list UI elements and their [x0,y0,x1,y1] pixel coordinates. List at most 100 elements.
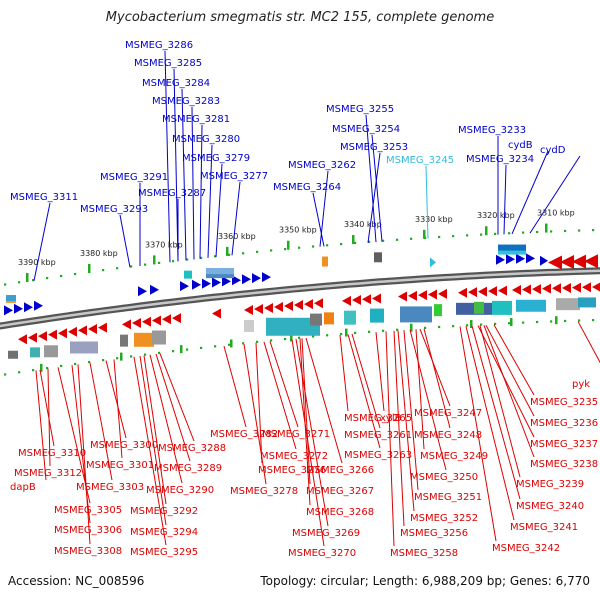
bottom-gene-label[interactable]: MSMEG_3268 [306,507,374,518]
top-label-leader-line [215,163,223,258]
bottom-gene-label[interactable]: MSMEG_3272 [260,451,328,462]
forward-gene-arrow [212,277,221,288]
forward-gene-arrow [506,254,515,265]
top-gene-label[interactable]: MSMEG_3311 [10,192,78,203]
top-label-leader-line [365,114,377,243]
bottom-gene-label[interactable]: MSMEG_3242 [492,543,560,554]
bottom-gene-label[interactable]: MSMEG_3295 [130,547,198,558]
bottom-gene-label[interactable]: MSMEG_3263 [344,450,412,461]
top-gene-label[interactable]: MSMEG_3285 [134,58,202,69]
bottom-gene-label[interactable]: MSMEG_3300 [90,440,158,451]
bottom-gene-label[interactable]: MSMEG_3303 [76,482,144,493]
bottom-gene-label[interactable]: MSMEG_3238 [530,459,598,470]
feature-block-inner [266,317,320,336]
bottom-gene-label[interactable]: MSMEG_3278 [230,486,298,497]
bottom-gene-label[interactable]: MSMEG_3261 [344,430,412,441]
track-dot-outer [368,240,371,243]
top-gene-label[interactable]: MSMEG_3280 [172,134,240,145]
top-gene-label[interactable]: MSMEG_3254 [332,124,400,135]
top-gene-label[interactable]: MSMEG_3234 [466,154,534,165]
track-dot-inner [578,319,581,322]
top-gene-label[interactable]: MSMEG_3277 [200,171,268,182]
bottom-gene-label[interactable]: MSMEG_3267 [306,486,374,497]
bottom-gene-label[interactable]: MSMEG_3236 [530,418,598,429]
top-gene-label[interactable]: MSMEG_3284 [142,78,210,89]
bottom-gene-label[interactable]: MSMEG_3276 [258,465,326,476]
forward-gene-arrow [4,305,13,316]
bottom-label-leader-line [485,324,535,417]
bottom-gene-label[interactable]: MSMEG_3288 [158,443,226,454]
track-dot-outer [172,260,175,263]
top-gene-label[interactable]: MSMEG_3279 [182,153,250,164]
feature-block-inner [516,299,546,312]
bottom-gene-label[interactable]: MSMEG_3247 [414,408,482,419]
bottom-gene-label[interactable]: MSMEG_3270 [288,548,356,559]
bottom-gene-label[interactable]: MSMEG_3310 [18,448,86,459]
scale-tick-label: 3320 kbp [477,211,515,220]
bottom-gene-label[interactable]: MSMEG_3251 [414,492,482,503]
forward-gene-arrow [262,272,271,283]
track-dot-inner [550,320,553,323]
top-gene-label[interactable]: MSMEG_3233 [458,125,526,136]
reverse-gene-arrow [132,318,141,329]
bottom-gene-label[interactable]: MSMEG_3239 [516,479,584,490]
bottom-label-leader-line [375,332,385,412]
bottom-gene-label[interactable]: MSMEG_3265 [344,413,412,424]
bottom-gene-label[interactable]: MSMEG_3237 [530,439,598,450]
top-gene-label[interactable]: MSMEG_3293 [80,204,148,215]
bottom-gene-label[interactable]: MSMEG_3250 [410,472,478,483]
bottom-label-leader-line [339,334,349,412]
track-dot-inner [130,355,133,358]
bottom-gene-label[interactable]: MSMEG_3312 [14,468,82,479]
track-dot-outer [74,272,77,276]
bottom-label-leader-line [477,325,535,438]
bottom-gene-label[interactable]: MSMEG_3240 [516,501,584,512]
top-gene-label[interactable]: MSMEG_3255 [326,104,394,115]
top-gene-label[interactable]: MSMEG_3245 [386,155,454,166]
track-dot-outer [32,279,35,282]
track-dot-inner [88,360,91,364]
track-dot-outer [214,255,217,258]
bottom-gene-label[interactable]: MSMEG_3308 [54,546,122,557]
track-dot-inner [242,342,245,345]
forward-gene-arrow [150,284,159,295]
bottom-gene-label[interactable]: MSMEG_3252 [410,513,478,524]
top-gene-label[interactable]: MSMEG_3264 [273,182,341,193]
bottom-gene-label[interactable]: MSMEG_3306 [54,525,122,536]
top-gene-label[interactable]: cydB [508,140,533,151]
bottom-label-leader-line [305,337,343,464]
forward-gene-arrow [232,275,241,286]
bottom-gene-label[interactable]: MSMEG_3282 [210,429,278,440]
reverse-gene-arrow [122,319,131,330]
bottom-gene-label[interactable]: dapB [10,482,36,493]
bottom-gene-label[interactable]: MSMEG_3271 [262,429,330,440]
bottom-gene-label[interactable]: xylB [380,413,402,424]
reverse-gene-arrow [48,329,57,340]
top-gene-label[interactable]: MSMEG_3286 [125,40,193,51]
bottom-gene-label[interactable]: MSMEG_3241 [510,522,578,533]
bottom-gene-label[interactable]: MSMEG_3258 [390,548,458,559]
bottom-gene-label[interactable]: MSMEG_3256 [400,528,468,539]
bottom-label-leader-line [105,360,127,439]
top-gene-label[interactable]: MSMEG_3291 [100,172,168,183]
reverse-gene-arrow [408,290,417,301]
top-gene-label[interactable]: MSMEG_3283 [152,96,220,107]
scale-tick-inner [345,328,348,337]
top-gene-label[interactable]: MSMEG_3287 [138,188,206,199]
top-gene-label[interactable]: MSMEG_3262 [288,160,356,171]
track-dot-inner [46,366,49,370]
top-gene-label[interactable]: cydD [540,145,566,156]
bottom-gene-label[interactable]: MSMEG_3266 [306,465,374,476]
bottom-gene-label[interactable]: MSMEG_3235 [530,397,598,408]
bottom-gene-label[interactable]: MSMEG_3290 [146,485,214,496]
scale-tick-inner [180,345,183,354]
bottom-gene-label[interactable]: MSMEG_3249 [420,451,488,462]
bottom-gene-label[interactable]: MSMEG_3248 [414,430,482,441]
bottom-gene-label[interactable]: MSMEG_3269 [292,528,360,539]
bottom-gene-label[interactable]: MSMEG_3289 [154,463,222,474]
top-gene-label[interactable]: MSMEG_3281 [162,114,230,125]
track-dot-inner [74,362,77,366]
top-gene-label[interactable]: MSMEG_3253 [340,142,408,153]
bottom-gene-label[interactable]: MSMEG_3301 [86,460,154,471]
bottom-gene-label[interactable]: pyk [572,379,590,390]
